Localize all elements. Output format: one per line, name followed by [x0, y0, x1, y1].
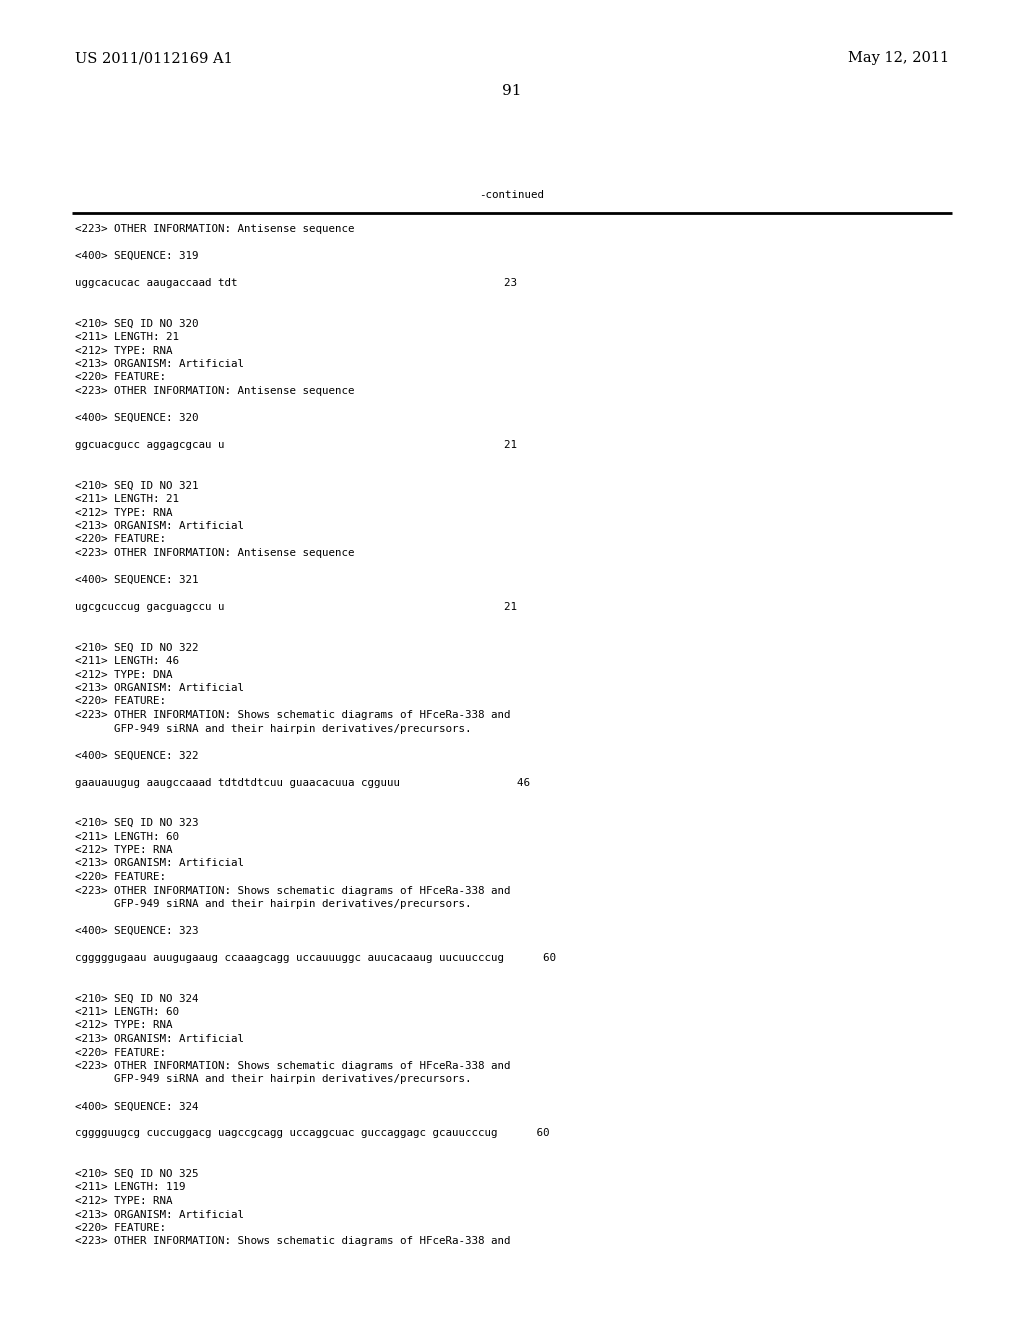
- Text: GFP-949 siRNA and their hairpin derivatives/precursors.: GFP-949 siRNA and their hairpin derivati…: [75, 723, 471, 734]
- Text: May 12, 2011: May 12, 2011: [848, 51, 949, 65]
- Text: <212> TYPE: RNA: <212> TYPE: RNA: [75, 1196, 172, 1206]
- Text: <220> FEATURE:: <220> FEATURE:: [75, 372, 166, 383]
- Text: <211> LENGTH: 119: <211> LENGTH: 119: [75, 1183, 185, 1192]
- Text: uggcacucac aaugaccaad tdt                                         23: uggcacucac aaugaccaad tdt 23: [75, 279, 517, 288]
- Text: <223> OTHER INFORMATION: Shows schematic diagrams of HFceRa-338 and: <223> OTHER INFORMATION: Shows schematic…: [75, 1061, 511, 1071]
- Text: <213> ORGANISM: Artificial: <213> ORGANISM: Artificial: [75, 521, 244, 531]
- Text: <212> TYPE: RNA: <212> TYPE: RNA: [75, 845, 172, 855]
- Text: 91: 91: [502, 84, 522, 98]
- Text: -continued: -continued: [479, 190, 545, 201]
- Text: <210> SEQ ID NO 322: <210> SEQ ID NO 322: [75, 643, 199, 652]
- Text: <213> ORGANISM: Artificial: <213> ORGANISM: Artificial: [75, 858, 244, 869]
- Text: <223> OTHER INFORMATION: Antisense sequence: <223> OTHER INFORMATION: Antisense seque…: [75, 385, 354, 396]
- Text: <220> FEATURE:: <220> FEATURE:: [75, 1048, 166, 1057]
- Text: <223> OTHER INFORMATION: Antisense sequence: <223> OTHER INFORMATION: Antisense seque…: [75, 224, 354, 234]
- Text: <213> ORGANISM: Artificial: <213> ORGANISM: Artificial: [75, 1209, 244, 1220]
- Text: <400> SEQUENCE: 324: <400> SEQUENCE: 324: [75, 1101, 199, 1111]
- Text: <400> SEQUENCE: 323: <400> SEQUENCE: 323: [75, 927, 199, 936]
- Text: <213> ORGANISM: Artificial: <213> ORGANISM: Artificial: [75, 682, 244, 693]
- Text: <210> SEQ ID NO 320: <210> SEQ ID NO 320: [75, 318, 199, 329]
- Text: ggcuacgucc aggagcgcau u                                           21: ggcuacgucc aggagcgcau u 21: [75, 440, 517, 450]
- Text: <400> SEQUENCE: 321: <400> SEQUENCE: 321: [75, 576, 199, 585]
- Text: <220> FEATURE:: <220> FEATURE:: [75, 1224, 166, 1233]
- Text: <223> OTHER INFORMATION: Shows schematic diagrams of HFceRa-338 and: <223> OTHER INFORMATION: Shows schematic…: [75, 710, 511, 719]
- Text: <210> SEQ ID NO 321: <210> SEQ ID NO 321: [75, 480, 199, 491]
- Text: GFP-949 siRNA and their hairpin derivatives/precursors.: GFP-949 siRNA and their hairpin derivati…: [75, 1074, 471, 1085]
- Text: <220> FEATURE:: <220> FEATURE:: [75, 535, 166, 544]
- Text: <210> SEQ ID NO 323: <210> SEQ ID NO 323: [75, 818, 199, 828]
- Text: <220> FEATURE:: <220> FEATURE:: [75, 873, 166, 882]
- Text: <212> TYPE: RNA: <212> TYPE: RNA: [75, 1020, 172, 1031]
- Text: <212> TYPE: DNA: <212> TYPE: DNA: [75, 669, 172, 680]
- Text: <220> FEATURE:: <220> FEATURE:: [75, 697, 166, 706]
- Text: <213> ORGANISM: Artificial: <213> ORGANISM: Artificial: [75, 359, 244, 370]
- Text: ugcgcuccug gacguagccu u                                           21: ugcgcuccug gacguagccu u 21: [75, 602, 517, 612]
- Text: <400> SEQUENCE: 319: <400> SEQUENCE: 319: [75, 251, 199, 261]
- Text: <223> OTHER INFORMATION: Shows schematic diagrams of HFceRa-338 and: <223> OTHER INFORMATION: Shows schematic…: [75, 1237, 511, 1246]
- Text: <210> SEQ ID NO 325: <210> SEQ ID NO 325: [75, 1170, 199, 1179]
- Text: <210> SEQ ID NO 324: <210> SEQ ID NO 324: [75, 994, 199, 1003]
- Text: <211> LENGTH: 46: <211> LENGTH: 46: [75, 656, 179, 667]
- Text: <211> LENGTH: 21: <211> LENGTH: 21: [75, 333, 179, 342]
- Text: <223> OTHER INFORMATION: Shows schematic diagrams of HFceRa-338 and: <223> OTHER INFORMATION: Shows schematic…: [75, 886, 511, 895]
- Text: US 2011/0112169 A1: US 2011/0112169 A1: [75, 51, 232, 65]
- Text: <400> SEQUENCE: 320: <400> SEQUENCE: 320: [75, 413, 199, 422]
- Text: <213> ORGANISM: Artificial: <213> ORGANISM: Artificial: [75, 1034, 244, 1044]
- Text: GFP-949 siRNA and their hairpin derivatives/precursors.: GFP-949 siRNA and their hairpin derivati…: [75, 899, 471, 909]
- Text: gaauauugug aaugccaaad tdtdtdtcuu guaacacuua cgguuu                  46: gaauauugug aaugccaaad tdtdtdtcuu guaacac…: [75, 777, 530, 788]
- Text: cgggggugaau auugugaaug ccaaagcagg uccauuuggc auucacaaug uucuucccug      60: cgggggugaau auugugaaug ccaaagcagg uccauu…: [75, 953, 556, 964]
- Text: <223> OTHER INFORMATION: Antisense sequence: <223> OTHER INFORMATION: Antisense seque…: [75, 548, 354, 558]
- Text: <211> LENGTH: 21: <211> LENGTH: 21: [75, 494, 179, 504]
- Text: <211> LENGTH: 60: <211> LENGTH: 60: [75, 1007, 179, 1016]
- Text: <400> SEQUENCE: 322: <400> SEQUENCE: 322: [75, 751, 199, 760]
- Text: cgggguugcg cuccuggacg uagccgcagg uccaggcuac guccaggagc gcauucccug      60: cgggguugcg cuccuggacg uagccgcagg uccaggc…: [75, 1129, 550, 1138]
- Text: <211> LENGTH: 60: <211> LENGTH: 60: [75, 832, 179, 842]
- Text: <212> TYPE: RNA: <212> TYPE: RNA: [75, 507, 172, 517]
- Text: <212> TYPE: RNA: <212> TYPE: RNA: [75, 346, 172, 355]
